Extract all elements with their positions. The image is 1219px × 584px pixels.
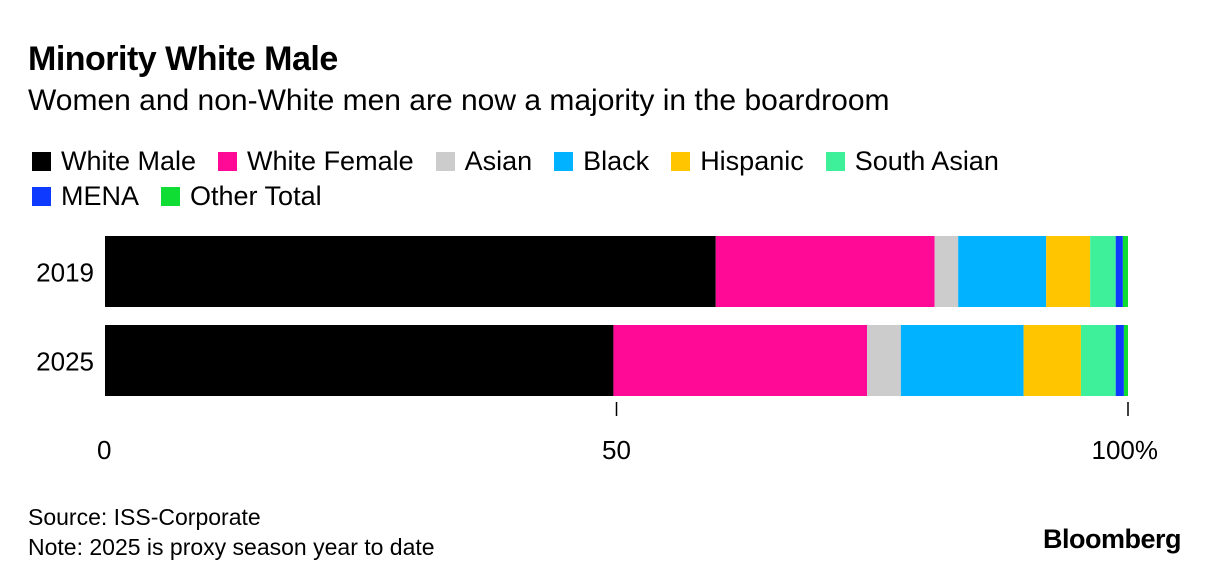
- legend-label: White Female: [247, 146, 414, 176]
- footnote: Note: 2025 is proxy season year to date: [28, 534, 435, 560]
- legend-row-2: MENA Other Total: [32, 179, 1152, 214]
- chart-subtitle: Women and non-White men are now a majori…: [28, 84, 890, 117]
- legend-label: Hispanic: [700, 146, 804, 176]
- category-label: 2019: [36, 258, 94, 288]
- legend-swatch: [218, 152, 238, 171]
- legend-item-south-asian: South Asian: [825, 146, 999, 177]
- x-tick-label: 100%: [1092, 435, 1159, 465]
- bar-segment: [105, 236, 716, 307]
- legend: White Male White Female Asian Black Hisp…: [32, 144, 1152, 214]
- legend-item-white-female: White Female: [218, 146, 414, 177]
- bar-segment: [715, 236, 935, 307]
- bloomberg-logo: Bloomberg: [1042, 524, 1182, 554]
- legend-swatch: [32, 152, 51, 171]
- legend-swatch: [32, 187, 51, 206]
- bar-segment: [958, 236, 1047, 307]
- legend-swatch: [435, 152, 455, 171]
- bar-segment: [867, 325, 901, 396]
- legend-label: MENA: [61, 181, 140, 211]
- legend-item-hispanic: Hispanic: [671, 146, 804, 177]
- legend-item-asian: Asian: [435, 146, 533, 177]
- source-note: Source: ISS-Corporate: [28, 504, 261, 530]
- footer: Source: ISS-Corporate Note: 2025 is prox…: [28, 502, 435, 562]
- bar-segment: [1023, 325, 1081, 396]
- bar-segment: [1123, 325, 1128, 396]
- bar-segment: [1122, 236, 1128, 307]
- legend-row-1: White Male White Female Asian Black Hisp…: [32, 144, 1152, 179]
- bar-segment: [934, 236, 959, 307]
- bar-segment: [900, 325, 1024, 396]
- bar-segment: [1046, 236, 1091, 307]
- x-tick-label: 0: [97, 435, 111, 465]
- legend-swatch: [671, 152, 691, 171]
- legend-swatch: [825, 152, 845, 171]
- legend-label: Black: [583, 146, 650, 176]
- x-tick-label: 50: [602, 435, 631, 465]
- bar-segment: [1115, 236, 1123, 307]
- stacked-bar-chart: 2019 2025 0 50 100%: [36, 236, 1159, 465]
- category-label: 2025: [36, 347, 94, 377]
- legend-swatch: [161, 187, 181, 206]
- legend-label: White Male: [61, 146, 197, 176]
- bar-segment: [1090, 236, 1116, 307]
- legend-item-other-total: Other Total: [161, 181, 322, 212]
- legend-label: Other Total: [190, 181, 322, 211]
- legend-item-black: Black: [554, 146, 649, 177]
- legend-label: Asian: [464, 146, 533, 176]
- bar-segment: [1080, 325, 1116, 396]
- legend-item-mena: MENA: [32, 181, 139, 212]
- bar-segment: [613, 325, 868, 396]
- bar-segment: [1115, 325, 1124, 396]
- chart-title: Minority White Male: [28, 40, 338, 78]
- legend-label: South Asian: [854, 146, 999, 176]
- legend-item-white-male: White Male: [32, 146, 196, 177]
- bar-segment: [105, 325, 614, 396]
- legend-swatch: [554, 152, 574, 171]
